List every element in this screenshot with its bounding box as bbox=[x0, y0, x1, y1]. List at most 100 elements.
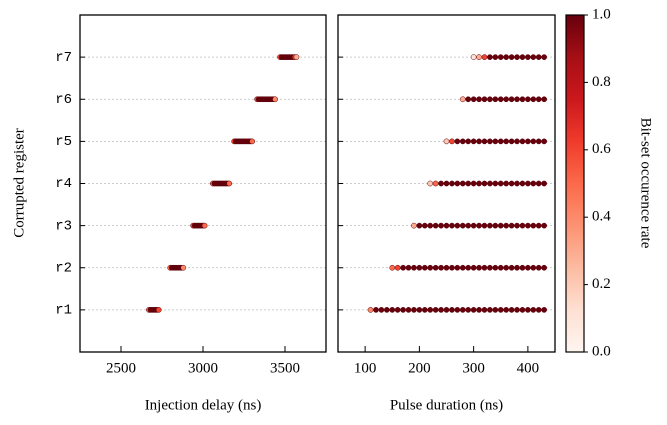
colorbar-tick-label: 0.0 bbox=[592, 343, 611, 359]
point bbox=[394, 264, 401, 271]
point bbox=[470, 307, 477, 313]
y-axis-label: Corrupted register bbox=[11, 128, 27, 238]
y-tick-label: r1 bbox=[55, 303, 72, 319]
point bbox=[438, 264, 444, 271]
x-axis-label: Pulse duration (ns) bbox=[390, 397, 503, 413]
point bbox=[514, 264, 520, 271]
point bbox=[470, 264, 477, 271]
y-tick-label: r6 bbox=[55, 92, 72, 108]
point bbox=[503, 138, 510, 145]
point bbox=[459, 96, 466, 103]
point bbox=[492, 180, 499, 187]
point bbox=[497, 180, 504, 187]
x-tick-label: 100 bbox=[354, 360, 377, 376]
point bbox=[438, 222, 444, 229]
point bbox=[525, 307, 531, 313]
point bbox=[508, 96, 515, 103]
point bbox=[459, 138, 466, 145]
point bbox=[525, 138, 531, 145]
point bbox=[530, 264, 537, 271]
point bbox=[476, 180, 482, 187]
y-tick-label: r4 bbox=[55, 176, 72, 192]
point bbox=[525, 222, 531, 229]
point bbox=[535, 180, 542, 187]
y-tick-label: r3 bbox=[55, 218, 72, 234]
point bbox=[470, 138, 477, 145]
point bbox=[503, 54, 510, 60]
point bbox=[541, 54, 548, 60]
point bbox=[519, 264, 526, 271]
colorbar-tick-label: 0.8 bbox=[592, 74, 611, 90]
point bbox=[508, 222, 515, 229]
point bbox=[411, 264, 417, 271]
point bbox=[481, 222, 488, 229]
x-axis-label: Injection delay (ns) bbox=[145, 397, 262, 413]
point bbox=[373, 307, 379, 313]
plot-frame bbox=[79, 14, 327, 353]
point bbox=[454, 138, 461, 145]
point bbox=[454, 307, 461, 313]
point bbox=[383, 307, 390, 313]
point bbox=[443, 222, 450, 229]
point bbox=[519, 307, 526, 313]
point bbox=[525, 264, 531, 271]
point bbox=[476, 307, 482, 313]
x-tick-label: 300 bbox=[462, 360, 485, 376]
point bbox=[470, 54, 477, 60]
point bbox=[481, 180, 488, 187]
point bbox=[535, 54, 542, 60]
point bbox=[508, 138, 515, 145]
point bbox=[487, 307, 493, 313]
point bbox=[443, 307, 450, 313]
point bbox=[503, 307, 510, 313]
point bbox=[487, 180, 493, 187]
point bbox=[432, 222, 439, 229]
point bbox=[378, 307, 385, 313]
point bbox=[389, 264, 396, 271]
point bbox=[503, 222, 510, 229]
point bbox=[541, 180, 548, 187]
point bbox=[465, 180, 472, 187]
point bbox=[465, 264, 472, 271]
point bbox=[476, 222, 482, 229]
colorbar-tick-label: 0.4 bbox=[592, 209, 611, 225]
point bbox=[416, 264, 423, 271]
point bbox=[481, 54, 488, 60]
point bbox=[492, 222, 499, 229]
x-tick-label: 2500 bbox=[106, 360, 136, 376]
point bbox=[405, 264, 412, 271]
point bbox=[541, 138, 548, 145]
point bbox=[530, 54, 537, 60]
point bbox=[416, 307, 423, 313]
point bbox=[155, 307, 162, 313]
point bbox=[487, 96, 493, 103]
point bbox=[535, 96, 542, 103]
point bbox=[514, 96, 520, 103]
point bbox=[427, 307, 434, 313]
point bbox=[454, 264, 461, 271]
point bbox=[421, 307, 428, 313]
point bbox=[449, 138, 455, 145]
point bbox=[476, 96, 482, 103]
point bbox=[503, 180, 510, 187]
plot-frame bbox=[337, 14, 556, 353]
point bbox=[519, 138, 526, 145]
point bbox=[459, 222, 466, 229]
point bbox=[530, 96, 537, 103]
y-tick-label: r7 bbox=[55, 50, 72, 66]
point bbox=[508, 264, 515, 271]
point bbox=[180, 264, 187, 271]
colorbar-label: Bit-set occurence rate bbox=[638, 118, 654, 249]
point bbox=[427, 180, 434, 187]
point bbox=[481, 307, 488, 313]
point bbox=[481, 138, 488, 145]
colorbar-tick-label: 1.0 bbox=[592, 6, 611, 22]
point bbox=[454, 180, 461, 187]
x-tick-label: 3500 bbox=[270, 360, 300, 376]
point bbox=[416, 222, 423, 229]
point bbox=[432, 180, 439, 187]
point bbox=[503, 96, 510, 103]
point bbox=[514, 307, 520, 313]
